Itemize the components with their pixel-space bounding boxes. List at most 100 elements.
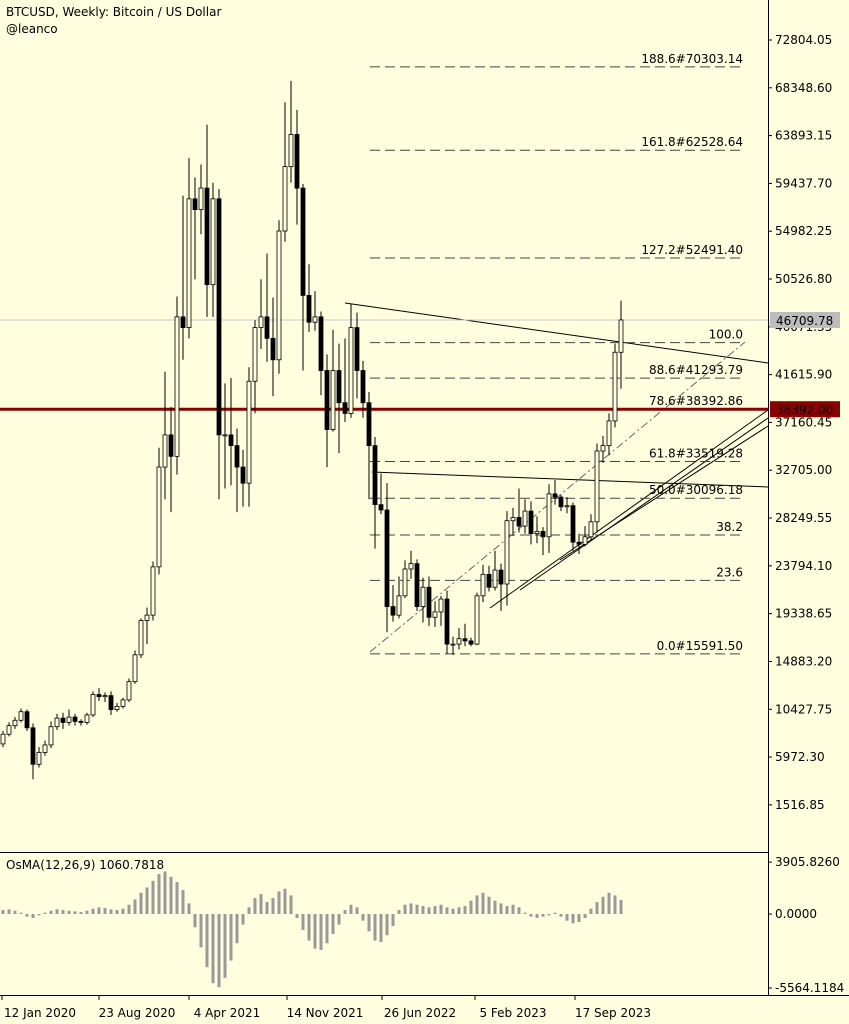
candle-body (372, 445, 378, 506)
osma-bar (373, 914, 377, 941)
osma-bar (403, 904, 407, 915)
osma-bar (163, 871, 167, 915)
candle-body (132, 654, 138, 683)
candle-body (402, 568, 408, 597)
osma-bar (31, 914, 35, 919)
osma-bar (91, 908, 95, 915)
osma-bar (571, 914, 575, 924)
osma-bar (301, 914, 305, 930)
trend-line (559, 425, 769, 561)
osma-bar (55, 909, 59, 915)
y-tick-label: 14883.20 (775, 654, 832, 668)
candle-body (150, 566, 156, 616)
osma-bar (121, 908, 125, 915)
candle-body (198, 187, 204, 210)
candle-body (48, 726, 54, 746)
candle-body (450, 643, 456, 646)
y-tick-label: 41615.90 (775, 368, 832, 382)
osma-bar (109, 909, 113, 915)
osma-bar (445, 907, 449, 915)
candle-body (258, 316, 264, 328)
candle-body (384, 509, 390, 607)
osma-bar (361, 914, 365, 921)
candle-body (540, 531, 546, 538)
osma-bar (547, 914, 551, 916)
osma-bar (1, 910, 5, 915)
fib-label: 0.0#15591.50 (657, 639, 743, 653)
candle-body (24, 711, 30, 729)
fib-label: 161.8#62528.64 (641, 135, 743, 149)
x-tick-label: 17 Sep 2023 (575, 1006, 651, 1020)
candle-body (234, 445, 240, 468)
candle-body (456, 638, 462, 645)
candle-body (468, 640, 474, 645)
osma-bar (409, 903, 413, 915)
osma-bar (157, 874, 161, 915)
candle-body (474, 595, 480, 645)
osma-bar (619, 899, 623, 915)
osma-bar (187, 903, 191, 915)
candle-body (12, 719, 18, 727)
candle-body (168, 434, 174, 457)
osma-bar (607, 892, 611, 915)
y-tick-label: 54982.25 (775, 224, 832, 238)
candle-body (558, 496, 564, 508)
candle-body (420, 586, 426, 607)
osma-bar (535, 914, 539, 919)
osma-bar (565, 914, 569, 921)
trend-line (519, 417, 769, 591)
candle-body (0, 733, 6, 745)
osma-bar (133, 899, 137, 915)
osma-bar (475, 895, 479, 915)
candle-body (504, 520, 510, 585)
candle-body (174, 316, 180, 457)
osma-bar (145, 887, 149, 915)
y-tick-label: 19338.65 (775, 607, 832, 621)
osma-bar (49, 910, 53, 915)
y-tick-label: 37160.45 (775, 415, 832, 429)
osma-bar (61, 910, 65, 915)
osma-bar (523, 912, 527, 915)
fib-label: 50.0#30096.18 (649, 483, 743, 497)
candle-body (444, 598, 450, 645)
osma-bar (427, 907, 431, 915)
candle-body (588, 521, 594, 538)
candle-body (498, 569, 504, 585)
y-tick-label: 59437.70 (775, 176, 832, 190)
candle-body (324, 370, 330, 430)
osma-bar (115, 910, 119, 915)
candle-body (282, 166, 288, 232)
candle-body (300, 187, 306, 296)
osma-bar (313, 914, 317, 949)
x-tick-label: 26 Jun 2022 (384, 1006, 456, 1020)
candle-body (96, 694, 102, 698)
osma-bar (379, 914, 383, 942)
osma-bar (397, 910, 401, 915)
osma-bar (541, 914, 545, 917)
osma-bar (505, 906, 509, 915)
candle-body (90, 694, 96, 716)
candle-body (252, 327, 258, 382)
candle-body (342, 402, 348, 414)
x-tick-label: 12 Jan 2020 (4, 1006, 76, 1020)
osma-bar (481, 892, 485, 915)
osma-bar (331, 914, 335, 934)
osma-bar (517, 907, 521, 915)
osma-bar (211, 914, 215, 984)
osma-bar (97, 907, 101, 915)
candle-body (582, 536, 588, 545)
candle-body (312, 316, 318, 323)
x-tick-label: 4 Apr 2021 (194, 1006, 261, 1020)
osma-bar (85, 910, 89, 915)
candle-body (120, 699, 126, 707)
candle-body (534, 531, 540, 534)
candle-body (336, 370, 342, 404)
osma-bar (463, 906, 467, 915)
osma-bar (439, 904, 443, 915)
osma-bar (151, 880, 155, 915)
osma-bar (169, 876, 173, 915)
osma-bar (355, 907, 359, 915)
osma-bar (613, 895, 617, 915)
osma-bar (253, 898, 257, 915)
